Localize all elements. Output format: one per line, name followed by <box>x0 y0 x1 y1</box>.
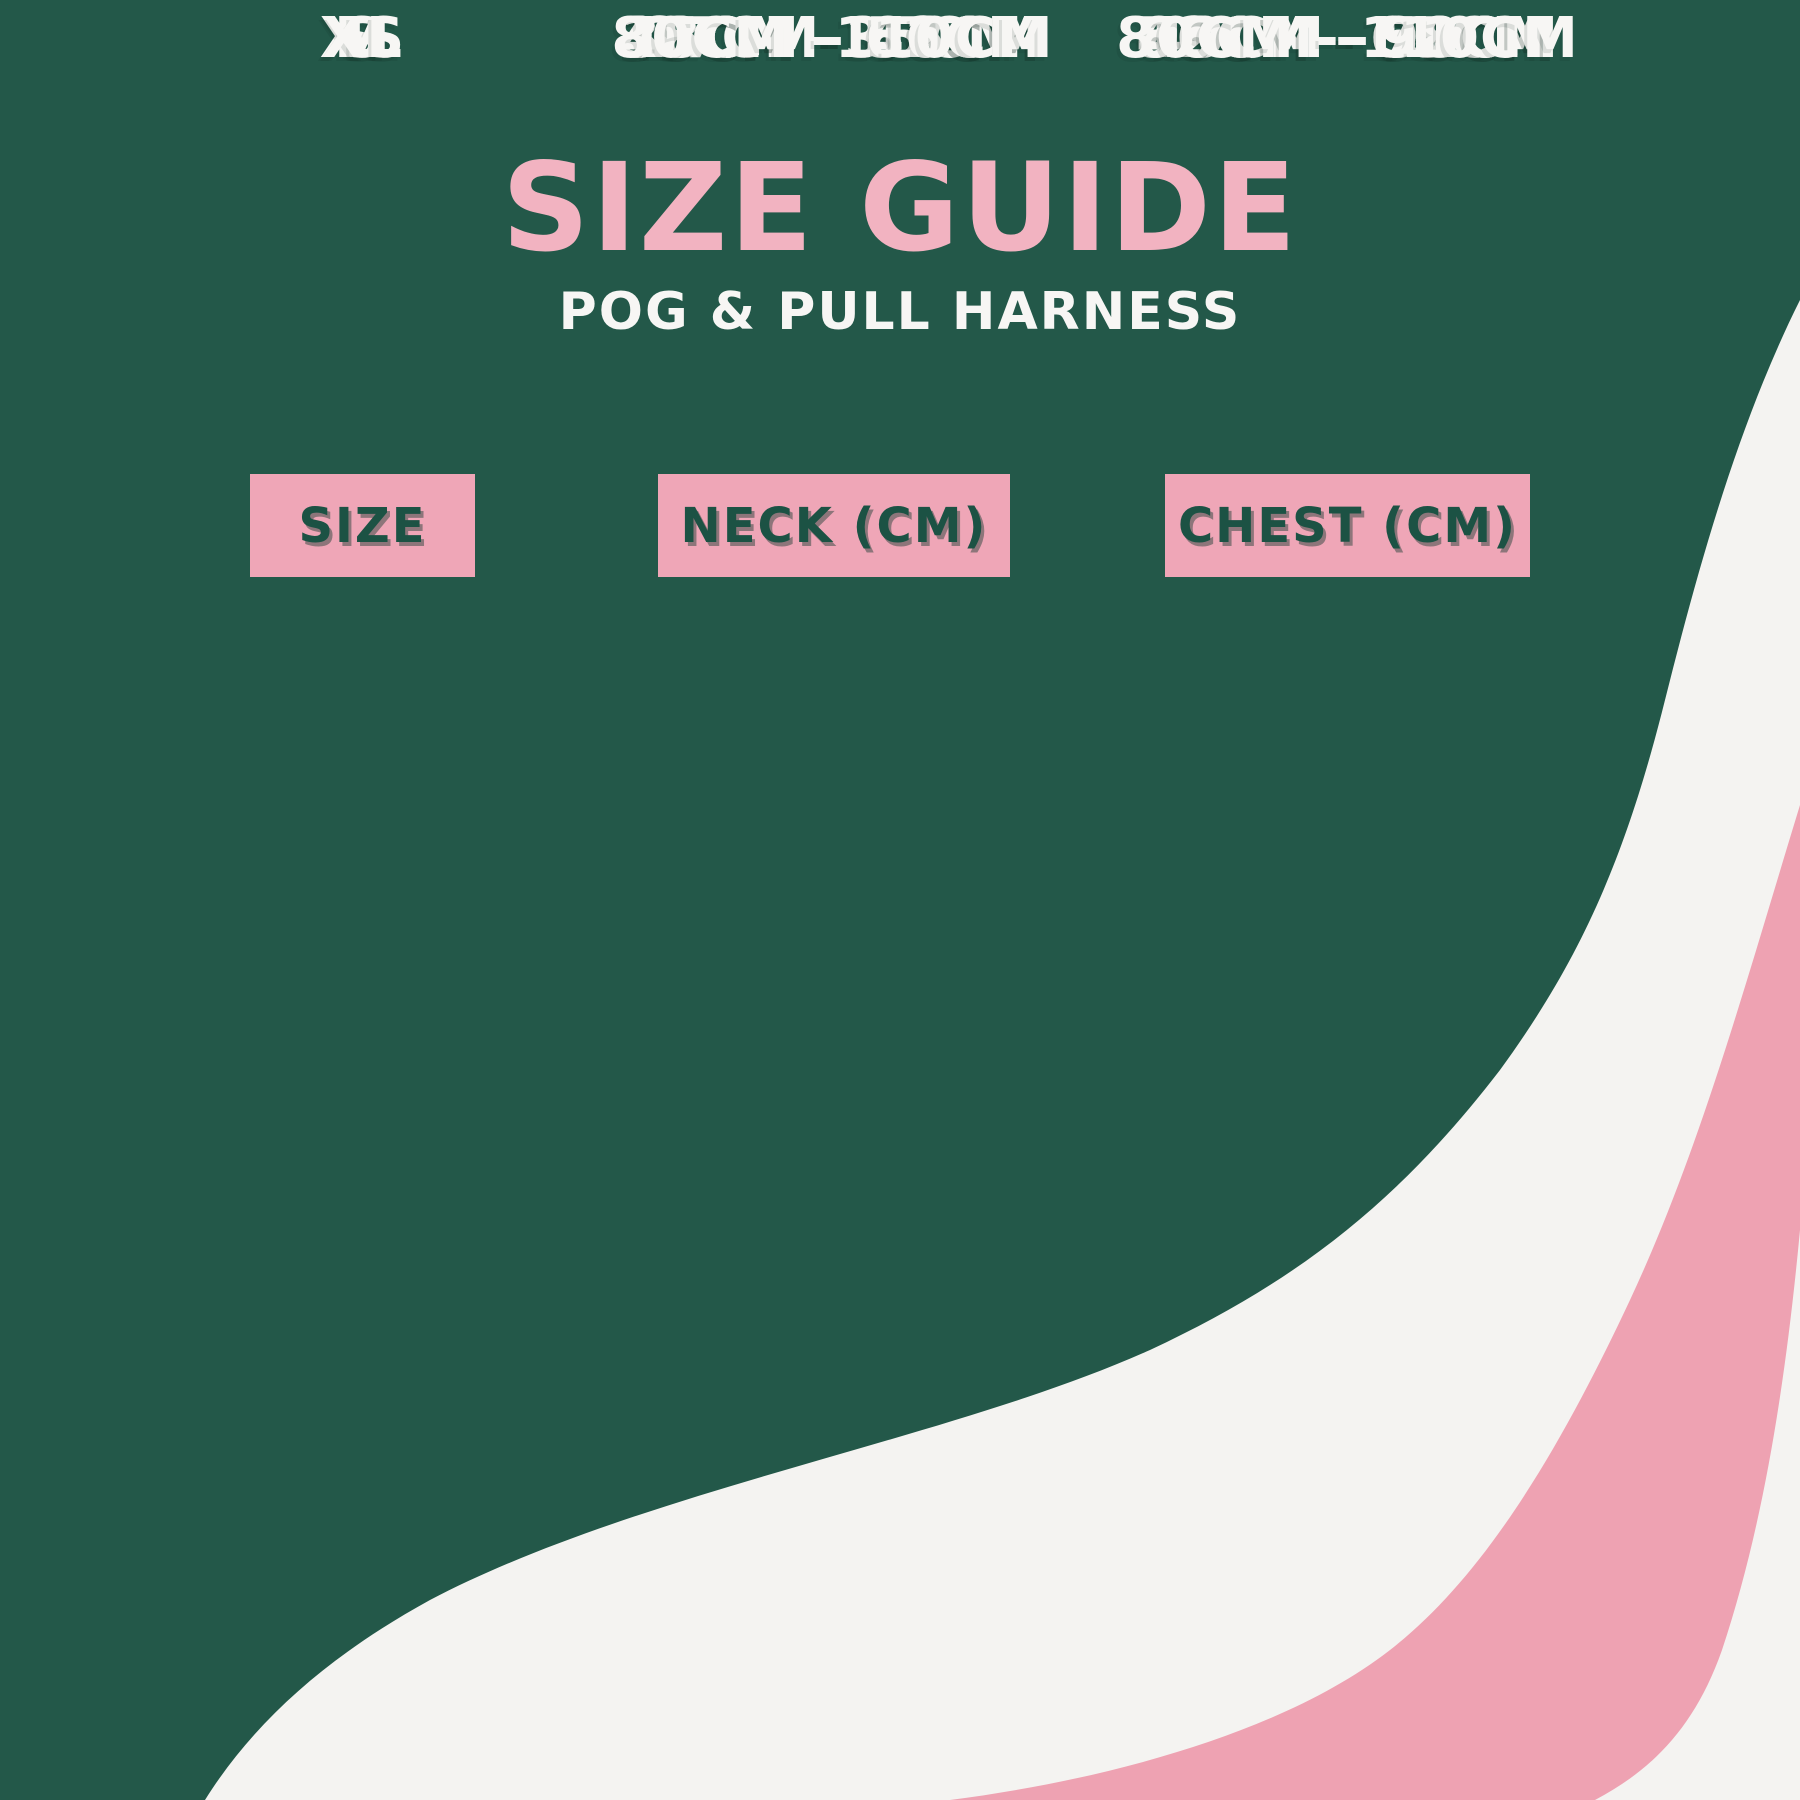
size-value: XL <box>322 5 403 71</box>
chest-value: 49CM -65CM <box>1146 5 1549 71</box>
size-value: L <box>344 5 381 71</box>
neck-value: 33CM - 46CM <box>621 5 1044 71</box>
page-title: SIZE GUIDE <box>501 137 1299 279</box>
column-header-size: SIZE <box>250 474 475 577</box>
chest-value: 66CM - 91CM <box>1136 5 1559 71</box>
white-corner-wave-shape <box>1595 1230 1800 1800</box>
column-header-chest: CHEST (CM) <box>1165 474 1530 577</box>
column-header-size-label: SIZE <box>298 497 427 554</box>
pink-wave-shape <box>950 805 1800 1800</box>
white-wave-shape <box>205 300 1800 1800</box>
column-header-neck-label: NECK (CM) <box>680 497 988 554</box>
chest-value: 42CM - 50CM <box>1136 5 1559 71</box>
neck-value: 27CM-35CM <box>641 5 1024 71</box>
table-row-m: M 38CM - 52CM 56CM - 78CM <box>0 0 1800 76</box>
neck-value: 38CM - 52CM <box>621 5 1044 71</box>
table-row-s: S 33CM - 46CM 49CM -65CM <box>0 0 1800 76</box>
size-value: XS <box>319 5 406 71</box>
neck-value: 80CM -110CM <box>611 5 1054 71</box>
column-header-neck: NECK (CM) <box>658 474 1010 577</box>
size-value: S <box>341 5 384 71</box>
table-row-xs: XS 27CM-35CM 42CM - 50CM <box>0 0 1800 76</box>
table-row-xl: XL 80CM -110CM 80CM - 110CM <box>0 0 1800 76</box>
column-header-chest-label: CHEST (CM) <box>1177 497 1518 554</box>
page-subtitle: POG & PULL HARNESS <box>558 282 1242 342</box>
chest-value: 80CM - 110CM <box>1116 5 1579 71</box>
neck-value: 45CM - 66CM <box>621 5 1044 71</box>
size-value: M <box>334 5 391 71</box>
table-row-l: L 45CM - 66CM 66CM - 91CM <box>0 0 1800 76</box>
chest-value: 56CM - 78CM <box>1136 5 1559 71</box>
